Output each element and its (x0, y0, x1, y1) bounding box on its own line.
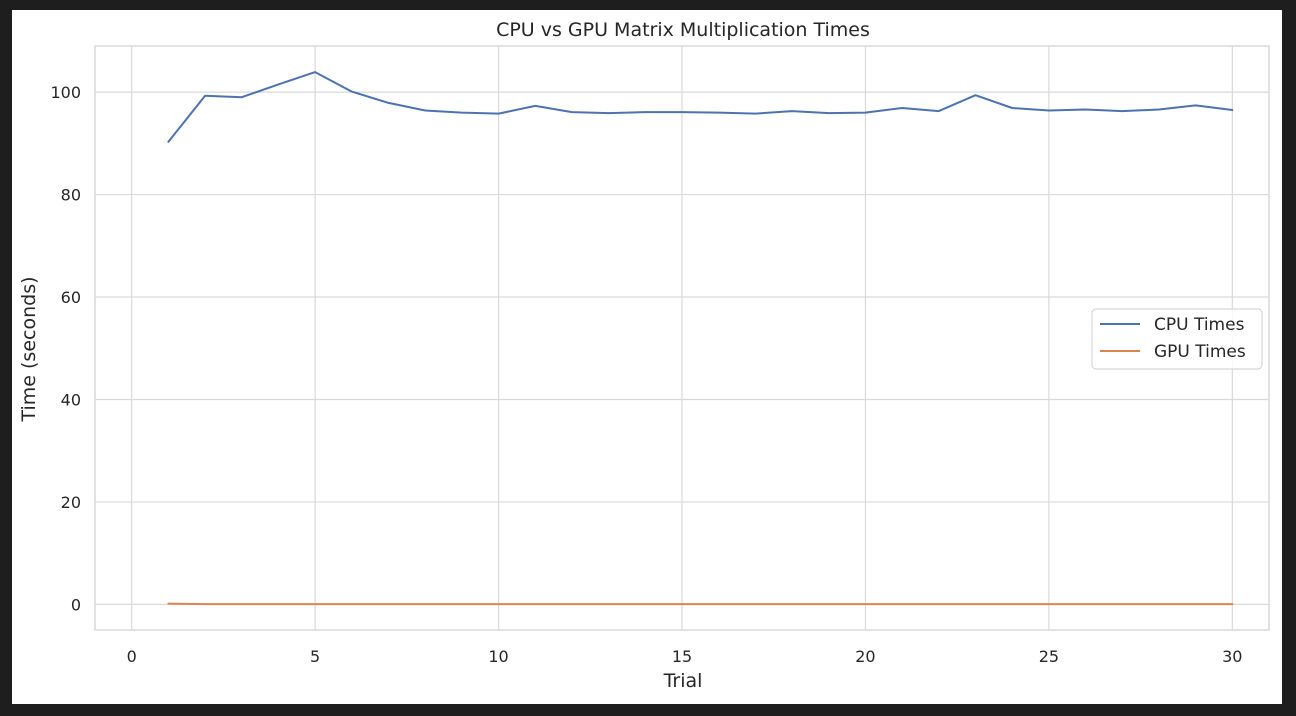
legend-label-gpu: GPU Times (1154, 342, 1246, 362)
chart-figure: CPU vs GPU Matrix Multiplication Times 0… (12, 10, 1282, 704)
line-chart: CPU vs GPU Matrix Multiplication Times 0… (18, 19, 1270, 692)
x-axis-label: Trial (663, 670, 703, 692)
series-layer (167, 71, 1234, 606)
y-tick-label: 100 (50, 83, 81, 102)
series-line-gpu (167, 602, 1234, 606)
y-tick-label: 20 (61, 493, 81, 512)
y-tick-label: 40 (61, 390, 81, 409)
tick-labels: 0 5 10 15 20 25 30 0 20 40 60 80 100 (50, 83, 1242, 666)
legend: CPU Times GPU Times (1091, 308, 1263, 370)
x-tick-label: 5 (310, 647, 320, 666)
y-tick-label: 0 (71, 595, 81, 614)
x-tick-label: 15 (672, 647, 692, 666)
x-tick-label: 20 (855, 647, 875, 666)
chart-title: CPU vs GPU Matrix Multiplication Times (496, 19, 870, 41)
plot-frame (94, 45, 1270, 631)
legend-label-cpu: CPU Times (1154, 315, 1245, 335)
grid-layer (95, 46, 1269, 630)
x-tick-label: 25 (1039, 647, 1059, 666)
y-axis-label: Time (seconds) (18, 276, 40, 422)
y-tick-label: 80 (61, 186, 81, 205)
x-tick-label: 10 (488, 647, 508, 666)
series-line-cpu (167, 71, 1234, 143)
y-tick-label: 60 (61, 288, 81, 307)
x-tick-label: 30 (1222, 647, 1242, 666)
x-tick-label: 0 (127, 647, 137, 666)
